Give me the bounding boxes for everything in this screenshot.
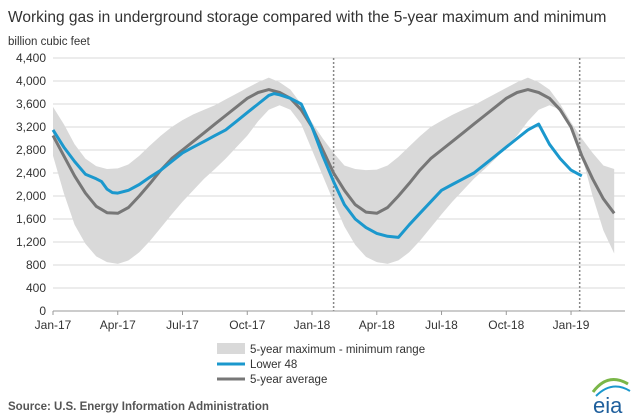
legend-label-5yr-avg: 5-year average — [250, 374, 327, 386]
y-tick-labels: 0 400 800 1,200 1,600 2,000 2,400 2,800 3,200 3,6… — [16, 51, 46, 318]
y-tick-label: 1,200 — [16, 235, 46, 249]
x-tick-label: Oct-18 — [488, 318, 524, 332]
x-tick-label: Jan-18 — [294, 318, 331, 332]
y-tick-label: 2,400 — [16, 166, 46, 180]
series-line-5yr-average — [51, 88, 616, 215]
x-tick-label: Jul-17 — [166, 318, 199, 332]
legend: 5-year maximum - minimum range Lower 48 … — [217, 343, 425, 386]
y-tick-label: 4,000 — [16, 74, 46, 88]
y-tick-label: 0 — [39, 304, 46, 318]
eia-logo-text: eia — [593, 393, 623, 418]
y-tick-label: 400 — [26, 281, 46, 295]
y-axis-unit-label: billion cubic feet — [8, 36, 91, 48]
series-lines-layer — [51, 88, 616, 239]
x-tick-label: Jan-19 — [553, 318, 590, 332]
chart-title: Working gas in underground storage compa… — [8, 9, 606, 26]
x-tick-labels: Jan-17 Apr-17 Jul-17 Oct-17 Jan-18 Apr-18 Jul-… — [35, 318, 590, 332]
y-tick-label: 3,600 — [16, 97, 46, 111]
legend-label-lower48: Lower 48 — [250, 359, 297, 371]
x-tick-label: Jan-17 — [35, 318, 72, 332]
y-tick-label: 4,400 — [16, 51, 46, 65]
y-tick-label: 800 — [26, 258, 46, 272]
axes — [52, 310, 625, 315]
y-tick-label: 3,200 — [16, 120, 46, 134]
eia-logo: eia — [591, 378, 631, 418]
x-tick-label: Apr-17 — [100, 318, 136, 332]
y-tick-label: 2,800 — [16, 143, 46, 157]
legend-label-range: 5-year maximum - minimum range — [250, 344, 425, 356]
legend-swatch-range — [217, 343, 245, 354]
y-tick-label: 1,600 — [16, 212, 46, 226]
x-tick-label: Apr-18 — [359, 318, 395, 332]
source-note: Source: U.S. Energy Information Administ… — [8, 401, 269, 413]
x-tick-label: Jul-18 — [425, 318, 458, 332]
y-tick-label: 2,000 — [16, 189, 46, 203]
series-line-lower48 — [51, 92, 583, 239]
x-tick-label: Oct-17 — [229, 318, 265, 332]
